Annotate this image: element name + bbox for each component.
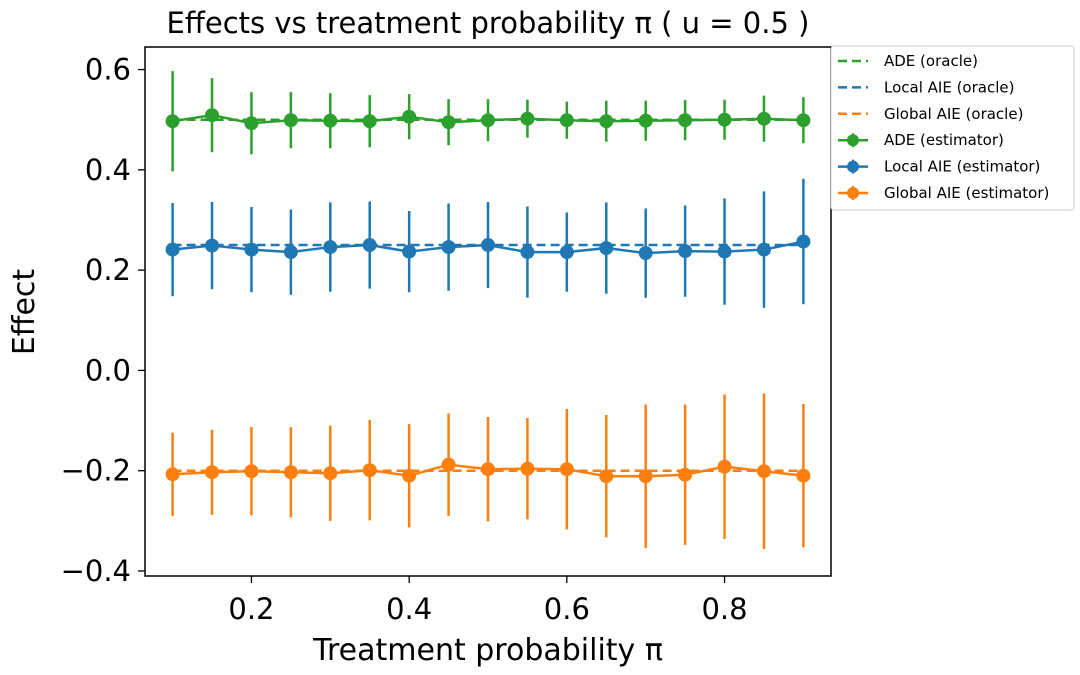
global-aie-estimator-point: [559, 462, 574, 477]
ade-estimator-legend-label: ADE (estimator): [884, 131, 1004, 149]
y-tick-label: 0.2: [85, 253, 131, 287]
global-aie-estimator-point: [244, 464, 259, 479]
global-aie-estimator-point: [638, 469, 653, 484]
local-aie-estimator-point: [481, 238, 495, 253]
ade-estimator-point: [559, 113, 574, 128]
global-aie-estimator-point: [678, 467, 693, 482]
local-aie-estimator-point: [756, 242, 771, 257]
ade-estimator-series: [165, 71, 811, 172]
x-tick-label: 0.4: [386, 592, 432, 626]
y-tick-label: 0.4: [85, 153, 131, 187]
ade-estimator-point: [283, 113, 298, 128]
global-aie-estimator-point: [323, 466, 338, 481]
global-aie-estimator-point: [756, 464, 771, 479]
local-aie-estimator-point: [441, 240, 456, 255]
x-axis: 0.2 0.4 0.6 0.8: [228, 576, 748, 626]
global-aie-estimator-point: [599, 469, 614, 484]
ade-estimator-point: [481, 113, 495, 128]
ade-estimator-point: [323, 113, 338, 128]
global-aie-estimator-point: [362, 463, 377, 478]
global-aie-estimator-point: [283, 465, 298, 480]
x-tick-label: 0.2: [228, 592, 274, 626]
local-aie-estimator-point: [165, 242, 180, 257]
ade-oracle-legend-label: ADE (oracle): [884, 52, 978, 70]
global-aie-estimator-point: [481, 462, 495, 477]
global-aie-estimator-legend-label: Global AIE (estimator): [884, 184, 1049, 202]
x-axis-label: Treatment probability π: [312, 633, 663, 668]
global-aie-estimator-point: [165, 467, 180, 482]
y-axis-label: Effect: [7, 269, 42, 356]
ade-estimator-point: [362, 114, 377, 129]
local-aie-estimator-point: [559, 245, 574, 260]
local-aie-estimator-point: [205, 238, 220, 253]
x-tick-label: 0.6: [544, 592, 590, 626]
x-tick-label: 0.8: [701, 592, 747, 626]
local-aie-estimator-point: [520, 245, 535, 260]
local-aie-estimator-point: [283, 245, 298, 260]
global-aie-estimator-point: [796, 468, 811, 483]
ade-estimator-point: [165, 114, 180, 129]
y-tick-label: −0.2: [61, 454, 131, 488]
global-aie-estimator-point: [441, 457, 456, 472]
global-aie-estimator-point: [205, 465, 220, 480]
local-aie-oracle-legend-label: Local AIE (oracle): [884, 78, 1014, 96]
global-aie-estimator-point: [520, 461, 535, 476]
local-aie-estimator-point: [402, 244, 417, 259]
y-axis: −0.4 −0.2 0.0 0.2 0.4 0.6: [61, 53, 145, 588]
ade-estimator-point: [796, 113, 811, 128]
ade-estimator-point: [205, 108, 220, 123]
ade-estimator-point: [678, 113, 693, 128]
ade-estimator-point: [520, 111, 535, 126]
legend: ADE (oracle) Local AIE (oracle) Global AIE…: [830, 45, 1075, 211]
ade-estimator-point: [244, 116, 259, 131]
local-aie-estimator-point: [678, 244, 693, 259]
ade-estimator-legend-marker: [847, 134, 859, 147]
global-aie-oracle-legend-label: Global AIE (oracle): [884, 105, 1023, 123]
plot-area: [144, 46, 832, 577]
chart-title: Effects vs treatment probability π ( u =…: [167, 6, 810, 40]
ade-estimator-point: [599, 114, 614, 129]
axes-frame: [144, 46, 832, 577]
local-aie-estimator-point: [796, 234, 811, 249]
ade-estimator-point: [402, 109, 417, 124]
local-aie-estimator-point: [323, 240, 338, 255]
local-aie-estimator-point: [638, 246, 653, 261]
ade-estimator-point: [638, 113, 653, 128]
local-aie-estimator-legend-marker: [847, 160, 859, 173]
local-aie-estimator-point: [362, 238, 377, 253]
ade-estimator-point: [717, 112, 732, 127]
y-tick-label: −0.4: [61, 554, 131, 588]
estimator-series: [165, 71, 811, 549]
y-tick-label: 0.6: [85, 53, 131, 87]
y-tick-label: 0.0: [85, 353, 131, 387]
local-aie-estimator-point: [717, 244, 732, 259]
local-aie-estimator-series: [165, 178, 811, 308]
ade-estimator-point: [756, 111, 771, 126]
global-aie-estimator-series: [165, 393, 811, 549]
ade-estimator-point: [441, 115, 456, 130]
local-aie-estimator-legend-label: Local AIE (estimator): [884, 158, 1040, 176]
local-aie-estimator-point: [244, 242, 259, 257]
global-aie-estimator-point: [717, 459, 732, 474]
global-aie-estimator-legend-marker: [847, 187, 859, 199]
local-aie-estimator-point: [599, 241, 614, 256]
global-aie-estimator-point: [402, 468, 417, 483]
legend-frame: [830, 45, 1075, 211]
